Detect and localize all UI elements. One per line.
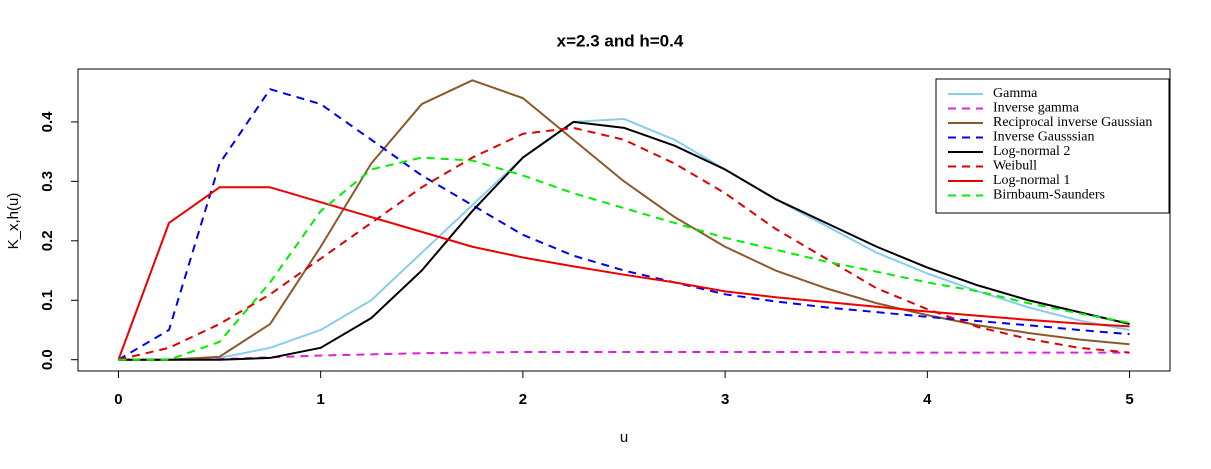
x-tick-label: 5	[1125, 391, 1133, 408]
legend-label: Inverse gamma	[993, 101, 1080, 116]
series-line	[118, 156, 1130, 361]
legend-label: Birnbaum-Saunders	[993, 188, 1105, 203]
y-tick-label: 0.1	[39, 290, 56, 311]
x-axis-label: u	[620, 429, 628, 446]
y-tick-label: 0.3	[39, 171, 56, 192]
y-tick-label: 0.2	[39, 230, 56, 251]
series-line	[118, 350, 1130, 361]
x-tick-label: 0	[114, 391, 122, 408]
legend-box	[935, 78, 1170, 214]
series-line	[118, 120, 1130, 361]
series-line	[118, 117, 1130, 361]
series-line	[117, 186, 1130, 361]
chart-title: x=2.3 and h=0.4	[557, 31, 684, 50]
legend-label: Weibull	[993, 159, 1037, 174]
x-tick-label: 4	[923, 391, 932, 408]
legend-label: Reciprocal inverse Gaussian	[993, 115, 1152, 130]
legend-label: Log-normal 2	[993, 144, 1070, 159]
x-tick-label: 2	[519, 391, 527, 408]
legend-label: Inverse Gausssian	[993, 130, 1094, 145]
y-tick-label: 0.0	[39, 349, 56, 370]
x-tick-label: 3	[721, 391, 729, 408]
series-line	[117, 88, 1130, 361]
x-tick-label: 1	[316, 391, 324, 408]
legend-label: Log-normal 1	[993, 173, 1070, 188]
y-axis-label: K_x,h(u)	[5, 193, 22, 250]
legend-label: Gamma	[993, 86, 1038, 101]
y-tick-label: 0.4	[39, 111, 56, 133]
series-line	[118, 126, 1130, 361]
